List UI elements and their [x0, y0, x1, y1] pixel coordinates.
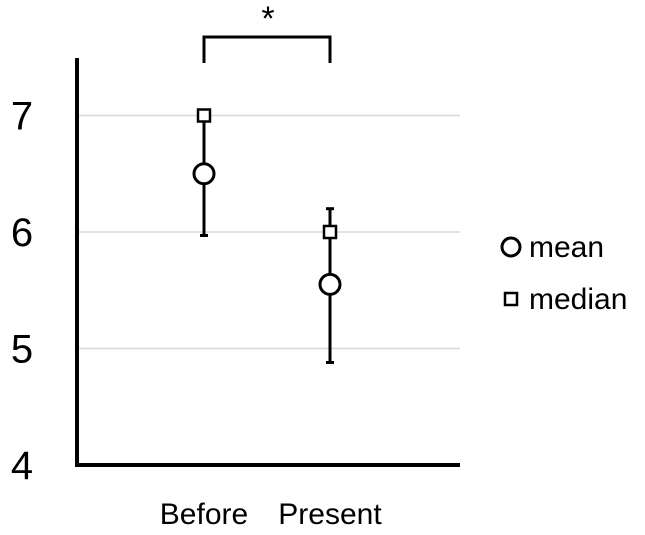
- median-point: [322, 224, 338, 240]
- y-tick-labels: 4 5 6 7: [11, 95, 33, 489]
- y-tick-label: 7: [11, 95, 33, 139]
- legend-mean-icon: [500, 236, 522, 258]
- legend-label: mean: [529, 231, 604, 264]
- y-tick-label: 4: [11, 444, 33, 488]
- x-category-labels: Before Present: [160, 498, 383, 531]
- legend: mean median: [500, 231, 627, 316]
- significance-bracket: *: [202, 0, 332, 63]
- y-tick-label: 6: [11, 211, 33, 255]
- markers: [192, 108, 342, 296]
- legend-median-icon: [503, 291, 519, 307]
- y-tick-label: 5: [11, 328, 33, 372]
- x-category-label: Before: [160, 498, 248, 531]
- significance-bracket-line: [202, 35, 332, 63]
- mean-point: [318, 272, 342, 296]
- significance-label: *: [261, 0, 274, 38]
- mean-point: [192, 162, 216, 186]
- median-point: [196, 108, 212, 123]
- axes: [75, 58, 460, 467]
- grid: [77, 114, 460, 350]
- error-bars: [200, 114, 334, 364]
- x-category-label: Present: [278, 498, 382, 531]
- legend-label: median: [529, 283, 627, 316]
